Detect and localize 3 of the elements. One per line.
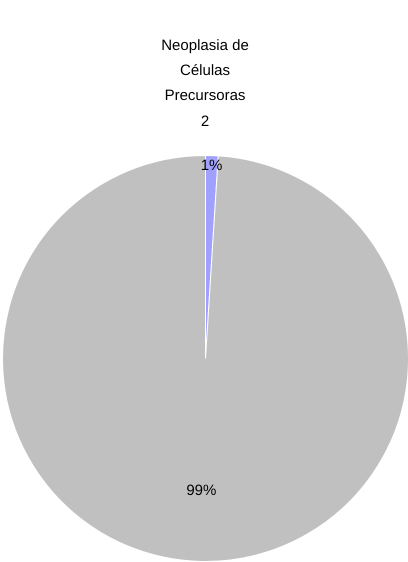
- chart-title: Neoplasia de Células Precursoras 2: [161, 37, 249, 130]
- data-label: 99%: [186, 482, 216, 499]
- data-label: 1%: [200, 157, 222, 174]
